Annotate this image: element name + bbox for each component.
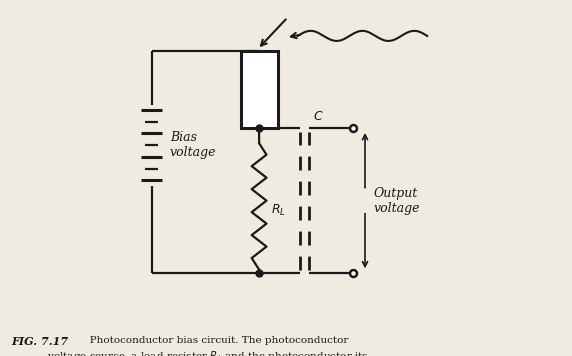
Text: FIG. 7.17: FIG. 7.17 bbox=[11, 336, 69, 347]
Bar bbox=[241, 51, 277, 129]
Text: $R_L$: $R_L$ bbox=[271, 203, 286, 218]
Text: voltage source, a load resistor $R_L$ and the photoconductor its: voltage source, a load resistor $R_L$ an… bbox=[11, 349, 369, 356]
Text: $C$: $C$ bbox=[312, 110, 323, 123]
Text: Output
voltage: Output voltage bbox=[374, 187, 420, 215]
Text: Bias
voltage: Bias voltage bbox=[170, 131, 217, 159]
Text: Photoconductor bias circuit. The photoconductor: Photoconductor bias circuit. The photoco… bbox=[80, 336, 348, 345]
